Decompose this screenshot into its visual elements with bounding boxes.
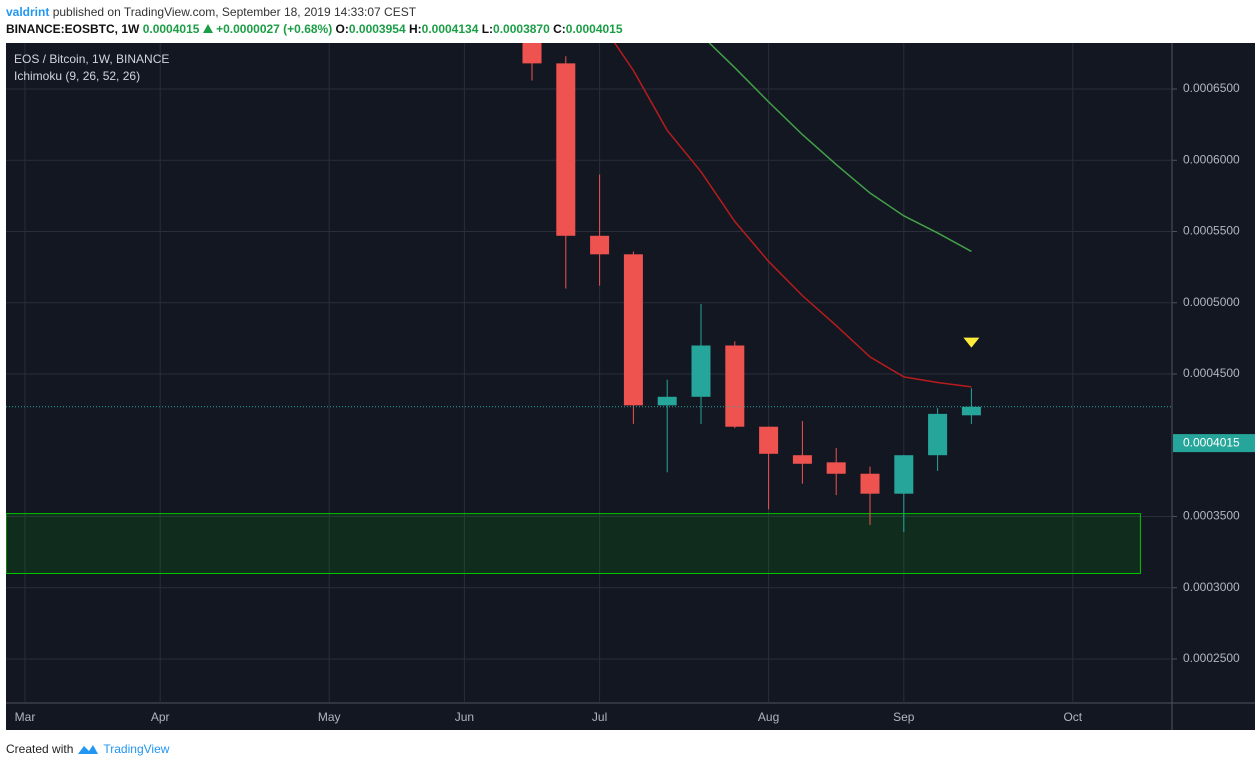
candle-body xyxy=(725,345,745,427)
footer-prefix: Created with xyxy=(6,742,74,756)
candle-body xyxy=(928,413,948,456)
candle-body xyxy=(522,43,542,64)
y-tick-label: 0.0003500 xyxy=(1183,509,1240,523)
author: valdrint xyxy=(6,5,50,19)
y-tick-label: 0.0004500 xyxy=(1183,366,1240,380)
candle-body xyxy=(556,63,576,236)
x-tick-label: Aug xyxy=(758,710,779,724)
last-price-box xyxy=(1173,434,1255,453)
ohlc-value: 0.0003954 xyxy=(348,22,406,36)
candle-body xyxy=(894,455,914,494)
candle-body xyxy=(826,462,846,474)
ohlc-key: H: xyxy=(408,22,422,36)
footer: Created with TradingView xyxy=(6,742,169,756)
y-tick-label: 0.0006500 xyxy=(1183,81,1240,95)
x-tick-label: Apr xyxy=(151,710,170,724)
candle-body xyxy=(792,455,812,464)
ohlc-value: 0.0004134 xyxy=(421,22,479,36)
ohlc: O:0.0003954 H:0.0004134 L:0.0003870 C:0.… xyxy=(336,22,623,36)
up-arrow xyxy=(202,24,213,33)
candle-body xyxy=(590,235,610,255)
ohlc-key: O: xyxy=(335,22,349,36)
y-tick-label: 0.0005500 xyxy=(1183,224,1240,238)
x-tick-label: Sep xyxy=(893,710,915,724)
candle-body xyxy=(860,473,880,494)
x-tick-label: Oct xyxy=(1063,710,1082,724)
indicator-line xyxy=(613,43,972,388)
candle-body xyxy=(657,396,677,406)
y-tick-label: 0.0003000 xyxy=(1183,580,1240,594)
ohlc-value: 0.0004015 xyxy=(565,22,623,36)
chart: 0.0002500 0.0003000 0.0003500 0.0004500 0.00… xyxy=(6,43,1255,730)
y-tick-label: 0.0002500 xyxy=(1183,651,1240,665)
symbol-line: BINANCE:EOSBTC, 1W 0.0004015 +0.0000027 … xyxy=(6,22,623,36)
support-zone xyxy=(6,513,1141,574)
ohlc-key: C: xyxy=(553,22,566,36)
ohlc-value: 0.0003870 xyxy=(493,22,550,36)
footer-brand: TradingView xyxy=(103,742,170,756)
ohlc-key: L: xyxy=(481,22,494,36)
candle-body xyxy=(691,345,711,397)
signal-marker xyxy=(963,337,980,348)
candle-body xyxy=(759,426,779,454)
indicator-label: Ichimoku (9, 26, 52, 26) xyxy=(14,69,140,83)
publish-line: valdrint published on TradingView.com, S… xyxy=(6,5,416,19)
indicator-line xyxy=(708,43,972,253)
chart-title: EOS / Bitcoin, 1W, BINANCE xyxy=(14,52,169,66)
x-tick-label: Jun xyxy=(455,710,474,724)
published: published on TradingView.com, September … xyxy=(52,5,417,19)
x-tick-label: May xyxy=(318,710,341,724)
candle-body xyxy=(961,406,981,416)
symbol: BINANCE:EOSBTC, 1W xyxy=(6,22,140,36)
last-price-label: 0.0004015 xyxy=(1183,435,1240,449)
change: +0.0000027 (+0.68%) xyxy=(216,22,333,36)
y-tick-label: 0.0005000 xyxy=(1183,295,1240,309)
candle-body xyxy=(623,254,643,406)
y-tick-label: 0.0006000 xyxy=(1183,152,1240,166)
logo xyxy=(78,745,99,754)
price: 0.0004015 xyxy=(142,22,200,36)
x-tick-label: Mar xyxy=(15,710,36,724)
x-tick-label: Jul xyxy=(592,710,607,724)
